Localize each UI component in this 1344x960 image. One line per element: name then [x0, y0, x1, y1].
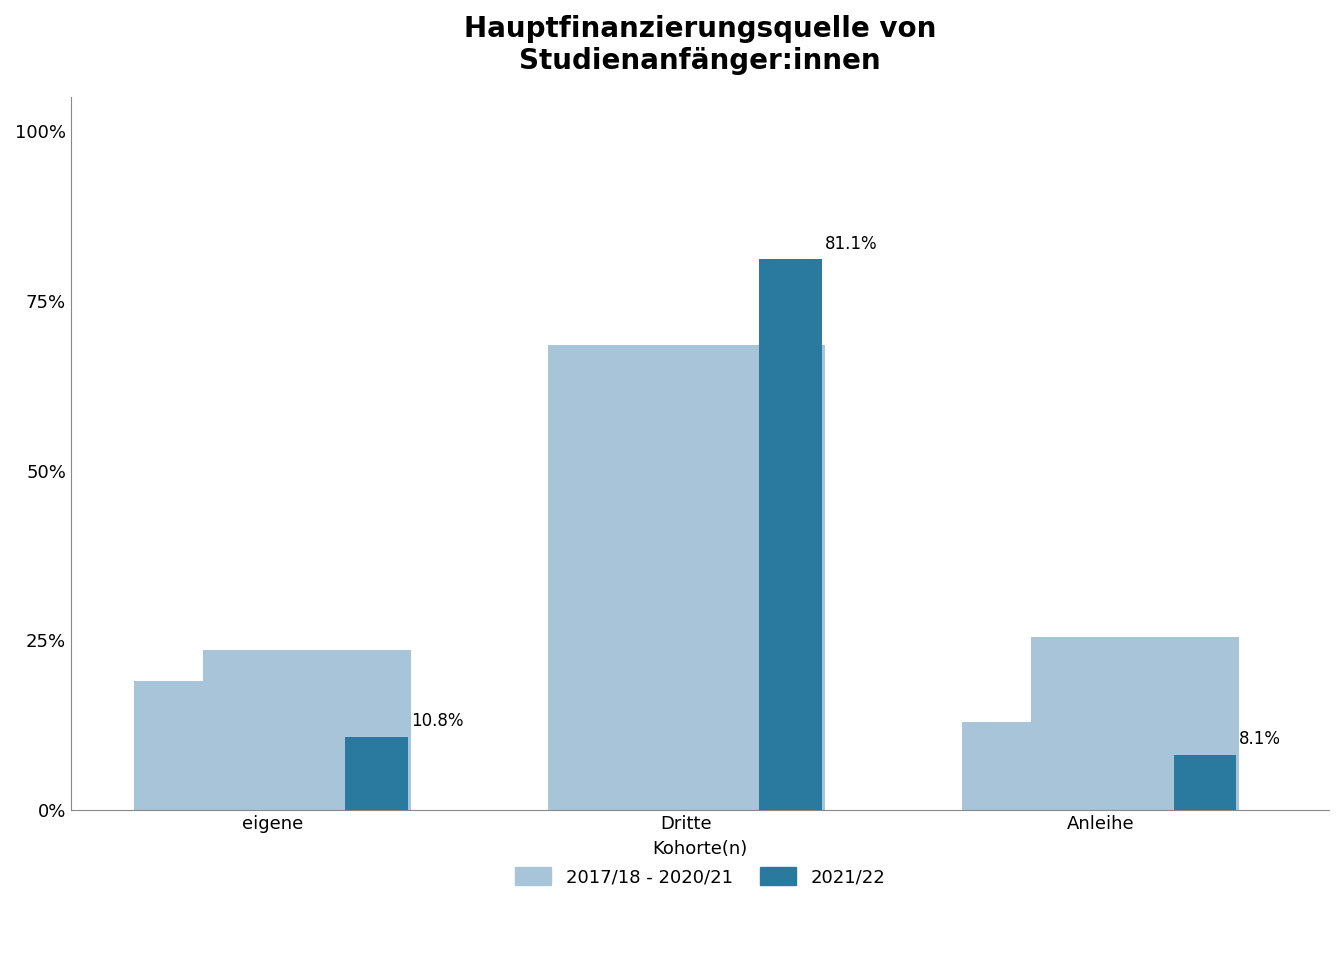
Text: 10.8%: 10.8% — [411, 711, 464, 730]
Bar — [1031, 636, 1239, 810]
Bar — [341, 691, 411, 810]
Bar — [962, 722, 1239, 810]
Bar — [1173, 755, 1236, 810]
Text: 81.1%: 81.1% — [825, 234, 878, 252]
Bar — [273, 687, 411, 810]
Bar — [755, 379, 825, 810]
Bar — [345, 736, 407, 810]
Text: 8.1%: 8.1% — [1239, 731, 1281, 748]
Legend: 2017/18 - 2020/21, 2021/22: 2017/18 - 2020/21, 2021/22 — [508, 832, 892, 894]
Title: Hauptfinanzierungsquelle von
Studienanfänger:innen: Hauptfinanzierungsquelle von Studienanfä… — [464, 15, 937, 76]
Bar — [1171, 691, 1239, 810]
Bar — [687, 417, 825, 810]
Bar — [133, 681, 411, 810]
Bar — [617, 358, 825, 810]
Bar — [759, 259, 821, 810]
Bar — [1101, 702, 1239, 810]
Bar — [203, 651, 411, 810]
Bar — [548, 345, 825, 810]
